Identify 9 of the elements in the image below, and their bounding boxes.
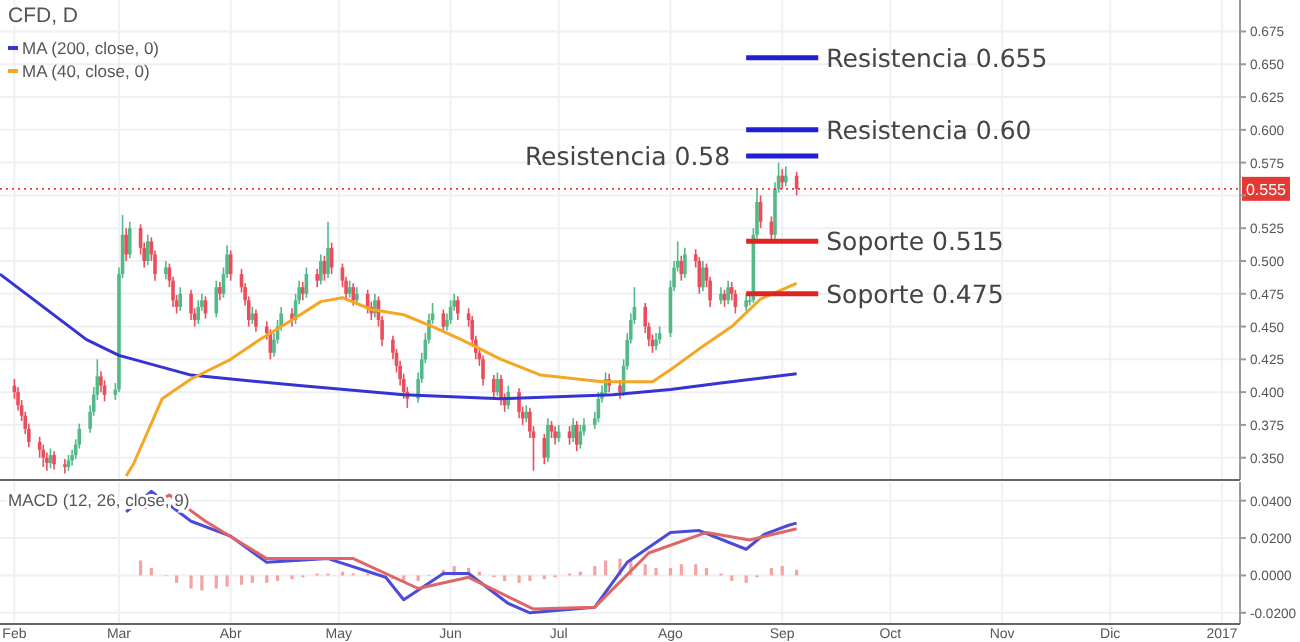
chart-title: CFD, D <box>8 4 79 28</box>
ref-line-label: Resistencia 0.60 <box>826 114 1032 145</box>
ref-line-label: 0.555 <box>1245 180 1288 199</box>
ref-line-label: Soporte 0.475 <box>826 278 1004 309</box>
legend-label: MA (200, close, 0) <box>22 38 160 58</box>
ref-line-label: Resistencia 0.58 <box>524 141 731 172</box>
ref-line-label: Resistencia 0.655 <box>826 42 1048 73</box>
legend-label: MA (40, close, 0) <box>22 61 150 81</box>
ref-line-label: Soporte 0.515 <box>826 226 1004 257</box>
